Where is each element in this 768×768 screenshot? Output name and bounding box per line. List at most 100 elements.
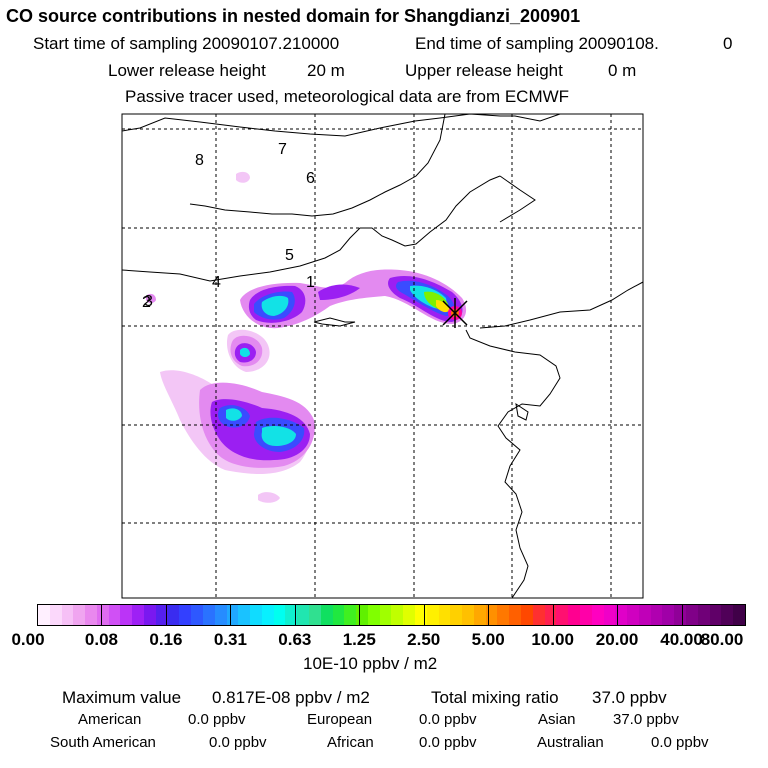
- total-ratio-label: Total mixing ratio: [431, 688, 559, 707]
- receptor-marker-icon: [442, 298, 468, 328]
- plume-cyan: [226, 285, 447, 446]
- colorbar-cell: [627, 605, 639, 625]
- colorbar-tick: [552, 604, 554, 626]
- colorbar-cell: [108, 605, 121, 625]
- colorbar-tick: [359, 604, 361, 626]
- region-label-5: 5: [285, 247, 294, 264]
- colorbar-cell: [155, 605, 168, 625]
- plume-peak: [424, 291, 450, 313]
- region-value-asian: 37.0 ppbv: [613, 711, 679, 728]
- region-label-7: 7: [278, 141, 287, 158]
- colorbar-tick-label: 40.00: [660, 630, 703, 649]
- region-label-2: 2: [142, 294, 151, 311]
- colorbar-cell: [721, 605, 734, 625]
- colorbar-cell: [615, 605, 628, 625]
- colorbar-tick-label: 80.00: [700, 630, 744, 649]
- region-label-4: 4: [212, 274, 221, 291]
- colorbar-cell: [579, 605, 592, 625]
- lower-height-label: Lower release height: [108, 61, 266, 80]
- colorbar-tick-label: 2.50: [407, 630, 441, 649]
- colorbar-cell: [144, 605, 156, 625]
- colorbar-tick: [165, 604, 167, 626]
- region-value-south-american: 0.0 ppbv: [209, 734, 267, 751]
- colorbar-tick: [617, 604, 619, 626]
- region-name-american: American: [78, 711, 142, 728]
- colorbar-tick-label: 10.00: [531, 630, 574, 649]
- colorbar-cell: [132, 605, 145, 625]
- colorbar-cell: [261, 605, 274, 625]
- colorbar-cell: [38, 605, 50, 625]
- colorbar-cell: [120, 605, 133, 625]
- upper-height-label: Upper release height: [405, 61, 563, 80]
- colorbar-cell: [167, 605, 180, 625]
- colorbar-cell: [332, 605, 345, 625]
- page-title: CO source contributions in nested domain…: [6, 6, 581, 26]
- region-label-3: 3: [144, 293, 153, 310]
- colorbar-tick-label: 0.63: [278, 630, 312, 649]
- colorbar-cell: [202, 605, 215, 625]
- colorbar-cell: [568, 605, 580, 625]
- colorbar-tick: [230, 604, 232, 626]
- colorbar-cell: [297, 605, 309, 625]
- colorbar-cell: [638, 605, 651, 625]
- colorbar-tick-label: 20.00: [595, 630, 639, 649]
- colorbar-cell: [308, 605, 321, 625]
- end-time-label: End time of sampling 20090108.: [415, 34, 659, 53]
- region-label-8: 8: [195, 152, 204, 169]
- colorbar-cell: [85, 605, 97, 625]
- colorbar-cell: [521, 605, 533, 625]
- colorbar-tick: [294, 604, 296, 626]
- colorbar-cell: [650, 605, 663, 625]
- colorbar-cell: [497, 605, 510, 625]
- colorbar-cell: [391, 605, 404, 625]
- colorbar-tick: [101, 604, 103, 626]
- max-value-label: Maximum value: [62, 688, 182, 707]
- colorbar-tick: [37, 604, 38, 626]
- colorbar: [37, 604, 746, 626]
- colorbar-cell: [733, 605, 745, 625]
- colorbar-cell: [344, 605, 357, 625]
- colorbar-cell: [485, 605, 498, 625]
- colorbar-cell: [556, 605, 569, 625]
- colorbar-cell: [73, 605, 86, 625]
- colorbar-cell: [273, 605, 286, 625]
- colorbar-cell: [462, 605, 474, 625]
- colorbar-cell: [662, 605, 675, 625]
- coastline: [122, 114, 643, 598]
- colorbar-cell: [438, 605, 451, 625]
- colorbar-cell: [591, 605, 604, 625]
- colorbar-cell: [532, 605, 545, 625]
- region-name-south-american: South American: [50, 734, 156, 751]
- colorbar-tick-label: 5.00: [471, 630, 505, 649]
- max-value: 0.817E-08 ppbv / m2: [212, 688, 370, 707]
- region-value-african: 0.0 ppbv: [419, 734, 477, 751]
- total-ratio-value: 37.0 ppbv: [592, 688, 667, 707]
- colorbar-cell: [415, 605, 427, 625]
- region-label-6: 6: [306, 170, 315, 187]
- colorbar-tick: [745, 604, 746, 626]
- colorbar-tick: [681, 604, 683, 626]
- colorbar-cell: [674, 605, 686, 625]
- colorbar-cell: [367, 605, 380, 625]
- region-name-australian: Australian: [537, 734, 604, 751]
- colorbar-cell: [709, 605, 722, 625]
- colorbar-cell: [685, 605, 698, 625]
- colorbar-cell: [697, 605, 710, 625]
- colorbar-cell: [356, 605, 368, 625]
- colorbar-tick: [488, 604, 490, 626]
- lower-height-value: 20 m: [307, 61, 345, 80]
- colorbar-cell: [250, 605, 262, 625]
- region-value-european: 0.0 ppbv: [419, 711, 477, 728]
- colorbar-cell: [320, 605, 333, 625]
- colorbar-cell: [61, 605, 74, 625]
- colorbar-tick-label: 0.00: [11, 630, 45, 649]
- colorbar-cell: [509, 605, 522, 625]
- colorbar-cell: [226, 605, 239, 625]
- colorbar-cell: [603, 605, 616, 625]
- region-name-european: European: [307, 711, 373, 728]
- colorbar-cell: [285, 605, 298, 625]
- colorbar-cell: [379, 605, 392, 625]
- colorbar-cell: [450, 605, 463, 625]
- upper-height-value: 0 m: [608, 61, 637, 80]
- region-value-american: 0.0 ppbv: [188, 711, 246, 728]
